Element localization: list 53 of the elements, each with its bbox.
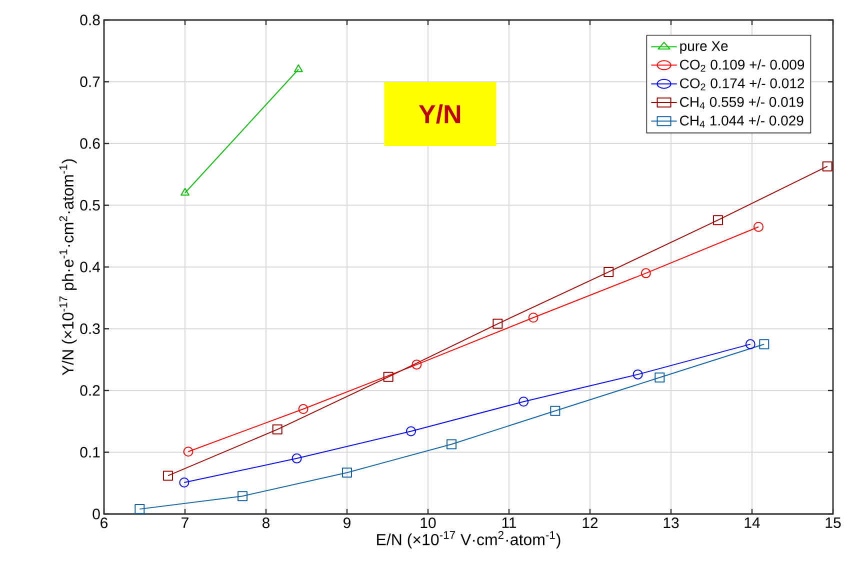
text: Y/N (×10$^{-17}$ ph·e$^{-1}$·cm$^{2}$·atom$^{-1}$) <box>59 159 77 376</box>
point <box>550 406 560 416</box>
x-tick-label: 15 <box>826 518 841 528</box>
point <box>528 312 538 323</box>
point <box>298 404 308 414</box>
point <box>712 215 723 226</box>
x-tick-label: 12 <box>582 518 598 528</box>
x-tick-label: 11 <box>502 518 516 528</box>
x-tick-label: 7 <box>182 518 188 528</box>
point <box>632 369 643 380</box>
y-tick-label: 0.5 <box>80 200 100 211</box>
y-tick-label: 0.8 <box>80 14 100 26</box>
x-tick-label: 13 <box>664 518 679 528</box>
legend-label: pure Xe <box>680 41 728 54</box>
point <box>822 161 832 172</box>
point <box>292 453 302 464</box>
point <box>162 470 173 481</box>
annotation: Y/N <box>418 104 460 124</box>
point <box>183 446 194 457</box>
y-tick-label: 0.2 <box>80 385 100 396</box>
x-tick-label: 6 <box>100 518 108 528</box>
x-axis-title: E/N (×10$^{-17}$ V·cm$^{2}$·atom$^{-1}$) <box>377 531 560 548</box>
x-tick-label: 8 <box>262 518 270 528</box>
y-tick-label: 0.7 <box>80 76 100 88</box>
point <box>272 424 282 434</box>
legend-label: CH$_{4}$ 0.559 +/- 0.019 <box>680 96 804 109</box>
point <box>518 396 529 407</box>
point <box>604 266 614 277</box>
point <box>179 478 190 488</box>
y-tick-label: 0.6 <box>80 138 100 149</box>
point <box>759 339 770 350</box>
point <box>492 318 503 329</box>
point <box>406 426 416 436</box>
legend-label: CH$_{4}$ 1.044 +/- 0.029 <box>680 115 804 128</box>
y-tick-label: 0.1 <box>80 446 100 458</box>
x-tick-label: 9 <box>344 518 350 528</box>
x-tick-label: 14 <box>744 518 760 528</box>
point <box>654 372 665 383</box>
point <box>383 372 394 382</box>
legend-label: CO$_{2}$ 0.174 +/- 0.012 <box>680 78 804 90</box>
point <box>342 468 352 478</box>
point <box>745 339 756 350</box>
point <box>753 222 764 232</box>
point <box>134 504 145 514</box>
point <box>640 268 651 278</box>
legend-label: CO$_{2}$ 0.109 +/- 0.009 <box>680 59 804 72</box>
point <box>412 360 422 370</box>
y-tick-label: 0.3 <box>80 323 100 334</box>
x-tick-label: 10 <box>420 518 436 528</box>
point <box>446 439 456 450</box>
y-tick-label: 0 <box>92 508 100 520</box>
point <box>238 491 248 502</box>
y-tick-label: 0.4 <box>80 262 100 272</box>
